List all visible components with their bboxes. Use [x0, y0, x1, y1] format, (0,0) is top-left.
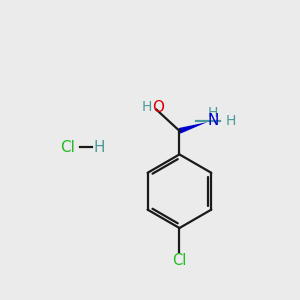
- Text: H: H: [142, 100, 152, 114]
- Text: O: O: [152, 100, 164, 115]
- Polygon shape: [178, 122, 207, 134]
- Text: Cl: Cl: [60, 140, 75, 154]
- Text: H: H: [94, 140, 105, 154]
- Text: Cl: Cl: [172, 253, 187, 268]
- Text: H: H: [226, 114, 236, 128]
- Text: H: H: [208, 106, 218, 120]
- Text: N: N: [208, 113, 219, 128]
